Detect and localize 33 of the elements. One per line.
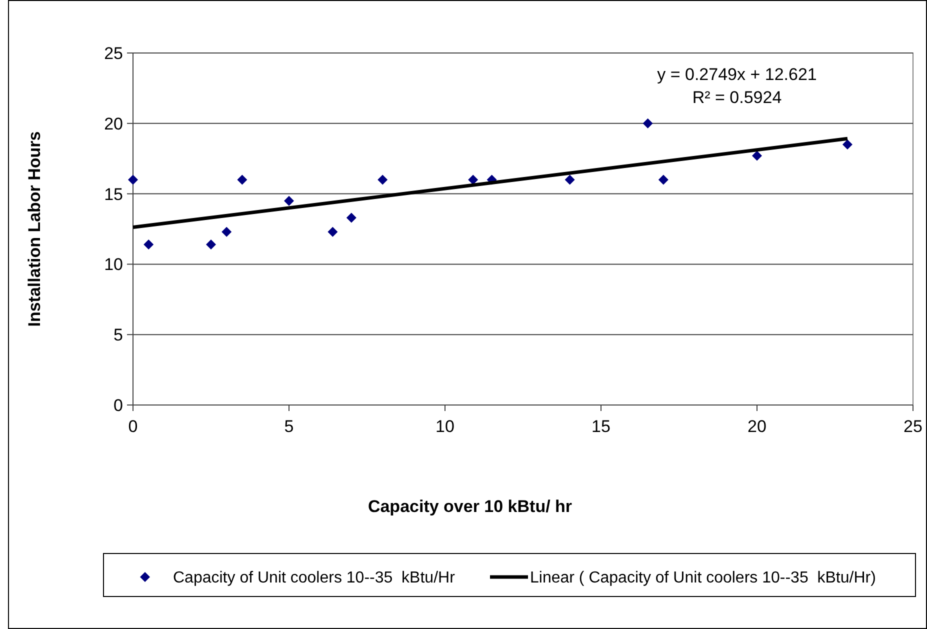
x-tick-label: 20 bbox=[748, 417, 766, 436]
x-axis-title: Capacity over 10 kBtu/ hr bbox=[368, 497, 572, 516]
legend-label: Linear ( Capacity of Unit coolers 10--35 kBtu/Hr) bbox=[530, 570, 876, 587]
x-tick-label: 5 bbox=[284, 417, 294, 436]
y-tick-label: 10 bbox=[104, 255, 123, 274]
x-tick-label: 0 bbox=[128, 417, 138, 436]
y-tick-label: 5 bbox=[114, 326, 123, 345]
x-tick-label: 15 bbox=[592, 417, 610, 436]
point bbox=[564, 174, 575, 185]
point bbox=[144, 239, 154, 250]
point bbox=[378, 174, 388, 185]
annotation: y = 0.2749x + 12.621 bbox=[657, 65, 817, 84]
legend-label: Capacity of Unit coolers 10--35 kBtu/Hr bbox=[173, 570, 456, 587]
point bbox=[206, 239, 216, 250]
annotation: R² = 0.5924 bbox=[692, 88, 782, 107]
y-tick-label: 15 bbox=[104, 184, 123, 204]
y-tick-label: 25 bbox=[104, 44, 123, 63]
point bbox=[237, 174, 248, 185]
point bbox=[642, 118, 653, 128]
x-tick-label: 25 bbox=[904, 417, 922, 436]
point bbox=[222, 226, 232, 237]
y-tick-label: 20 bbox=[104, 114, 123, 134]
y-axis-title: Installation Labor Hours bbox=[25, 131, 44, 327]
point bbox=[328, 226, 338, 237]
y-tick-label: 0 bbox=[114, 396, 123, 415]
point bbox=[346, 212, 356, 223]
x-tick-label: 10 bbox=[436, 417, 454, 436]
point bbox=[658, 174, 668, 185]
point bbox=[468, 174, 478, 185]
point bbox=[752, 150, 762, 161]
point bbox=[842, 140, 852, 150]
point bbox=[284, 196, 294, 206]
point bbox=[128, 174, 138, 185]
